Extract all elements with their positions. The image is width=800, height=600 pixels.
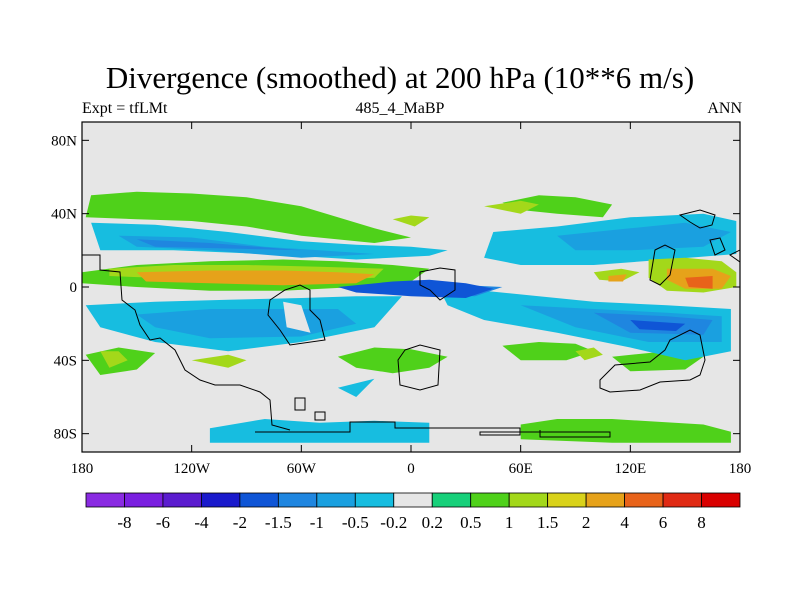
colorbar-swatch-0: [85, 492, 125, 508]
colorbar-swatch-14: [624, 492, 664, 508]
colorbar-swatch-11: [508, 492, 549, 508]
experiment-label: Expt = tfLMt: [82, 100, 168, 117]
colorbar-label-12: 2: [582, 513, 591, 532]
colorbar-swatch-15: [662, 492, 702, 508]
colorbar-swatch-7: [354, 492, 395, 508]
season-label: ANN: [707, 100, 742, 117]
coastline-japan: [678, 209, 716, 229]
contour-region-30: [593, 268, 640, 282]
colorbar-label-9: 0.5: [460, 513, 481, 532]
colorbar-swatch-3: [201, 492, 241, 508]
colorbar-label-1: -6: [156, 513, 170, 532]
coastline-australia: [599, 329, 706, 393]
contour-region-6: [502, 195, 613, 218]
contour-region-27: [630, 320, 686, 331]
coastline-islands-south: [294, 397, 326, 421]
colorbar-label-11: 1.5: [537, 513, 558, 532]
coastline-africa-south: [397, 344, 441, 391]
colorbar-label-13: 4: [620, 513, 629, 532]
y-tick-label-0: 80N: [51, 133, 77, 149]
colorbar-swatch-4: [239, 492, 279, 508]
y-tick-label-1: 40N: [51, 207, 77, 223]
y-tick-label-2: 0: [70, 280, 78, 296]
colorbar-label-6: -0.5: [342, 513, 369, 532]
coastline-asia: [649, 244, 676, 286]
contour-region-18: [337, 378, 375, 397]
contour-region-22: [557, 222, 731, 251]
case-label: 485_4_MaBP: [355, 100, 445, 117]
coastline-central-america: [267, 284, 326, 346]
contour-region-31: [136, 270, 375, 286]
contour-region-2: [337, 347, 448, 374]
colorbar-swatch-9: [431, 492, 472, 508]
x-tick-label-1: 120W: [173, 461, 211, 477]
colorbar-label-14: 6: [659, 513, 668, 532]
contour-region-17: [209, 419, 430, 443]
contour-region-33: [608, 274, 627, 282]
colorbar-swatch-13: [585, 492, 625, 508]
coastline-antarctica: [255, 421, 611, 438]
contour-region-13: [91, 222, 448, 260]
colorbar-label-3: -2: [233, 513, 247, 532]
colorbar-swatch-8: [393, 492, 433, 508]
contour-region-8: [100, 351, 128, 368]
colorbar-swatch-2: [162, 492, 202, 508]
y-tick-label-3: 40S: [54, 353, 77, 369]
colorbar-label-5: -1: [310, 513, 324, 532]
x-tick-label-5: 120E: [614, 461, 646, 477]
coastline-layer: [82, 209, 740, 438]
colorbar-label-2: -4: [194, 513, 209, 532]
contour-region-23: [136, 239, 302, 251]
colorbar-label-15: 8: [697, 513, 706, 532]
contour-region-26: [337, 279, 494, 298]
y-tick-label-4: 80S: [54, 427, 77, 443]
colorbar: -8 -6 -4 -2 -1.5 -1 -0.5 -0.2 0.2 0.5 1 1.5 2 4 6 8: [85, 492, 741, 532]
x-tick-label-0: 180: [71, 461, 94, 477]
chart-title: Divergence (smoothed) at 200 hPa (10**6 …: [105, 60, 695, 95]
contour-region-10: [484, 200, 539, 214]
colorbar-label-0: -8: [117, 513, 131, 532]
axes-layer: 180 120W 60W 0 60E 120E 180 80N 40N 0 40S 80S: [51, 122, 751, 477]
colorbar-swatch-6: [316, 492, 356, 508]
coastline-pacific-islands: [709, 237, 740, 263]
contour-region-12: [575, 347, 603, 361]
contour-region-34: [685, 276, 713, 289]
contour-region-35: [283, 301, 311, 333]
colorbar-swatch-12: [547, 492, 587, 508]
contour-region-4: [502, 342, 594, 361]
contour-region-9: [191, 354, 247, 368]
colorbar-label-4: -1.5: [265, 513, 292, 532]
colorbar-swatch-10: [470, 492, 510, 508]
colorbar-label-10: 1: [505, 513, 514, 532]
x-tick-label-4: 60E: [509, 461, 533, 477]
colorbar-swatch-1: [124, 492, 164, 508]
colorbar-swatch-16: [701, 492, 741, 508]
contour-region-11: [392, 215, 430, 227]
colorbar-label-8: 0.2: [422, 513, 443, 532]
colorbar-label-7: -0.2: [380, 513, 407, 532]
x-tick-label-2: 60W: [287, 461, 317, 477]
contour-region-0: [85, 191, 411, 243]
coastline-africa: [419, 267, 456, 301]
colorbar-swatch-5: [277, 492, 318, 508]
x-tick-label-3: 0: [407, 461, 415, 477]
x-tick-label-6: 180: [729, 461, 752, 477]
coastline-south-america: [82, 254, 291, 431]
